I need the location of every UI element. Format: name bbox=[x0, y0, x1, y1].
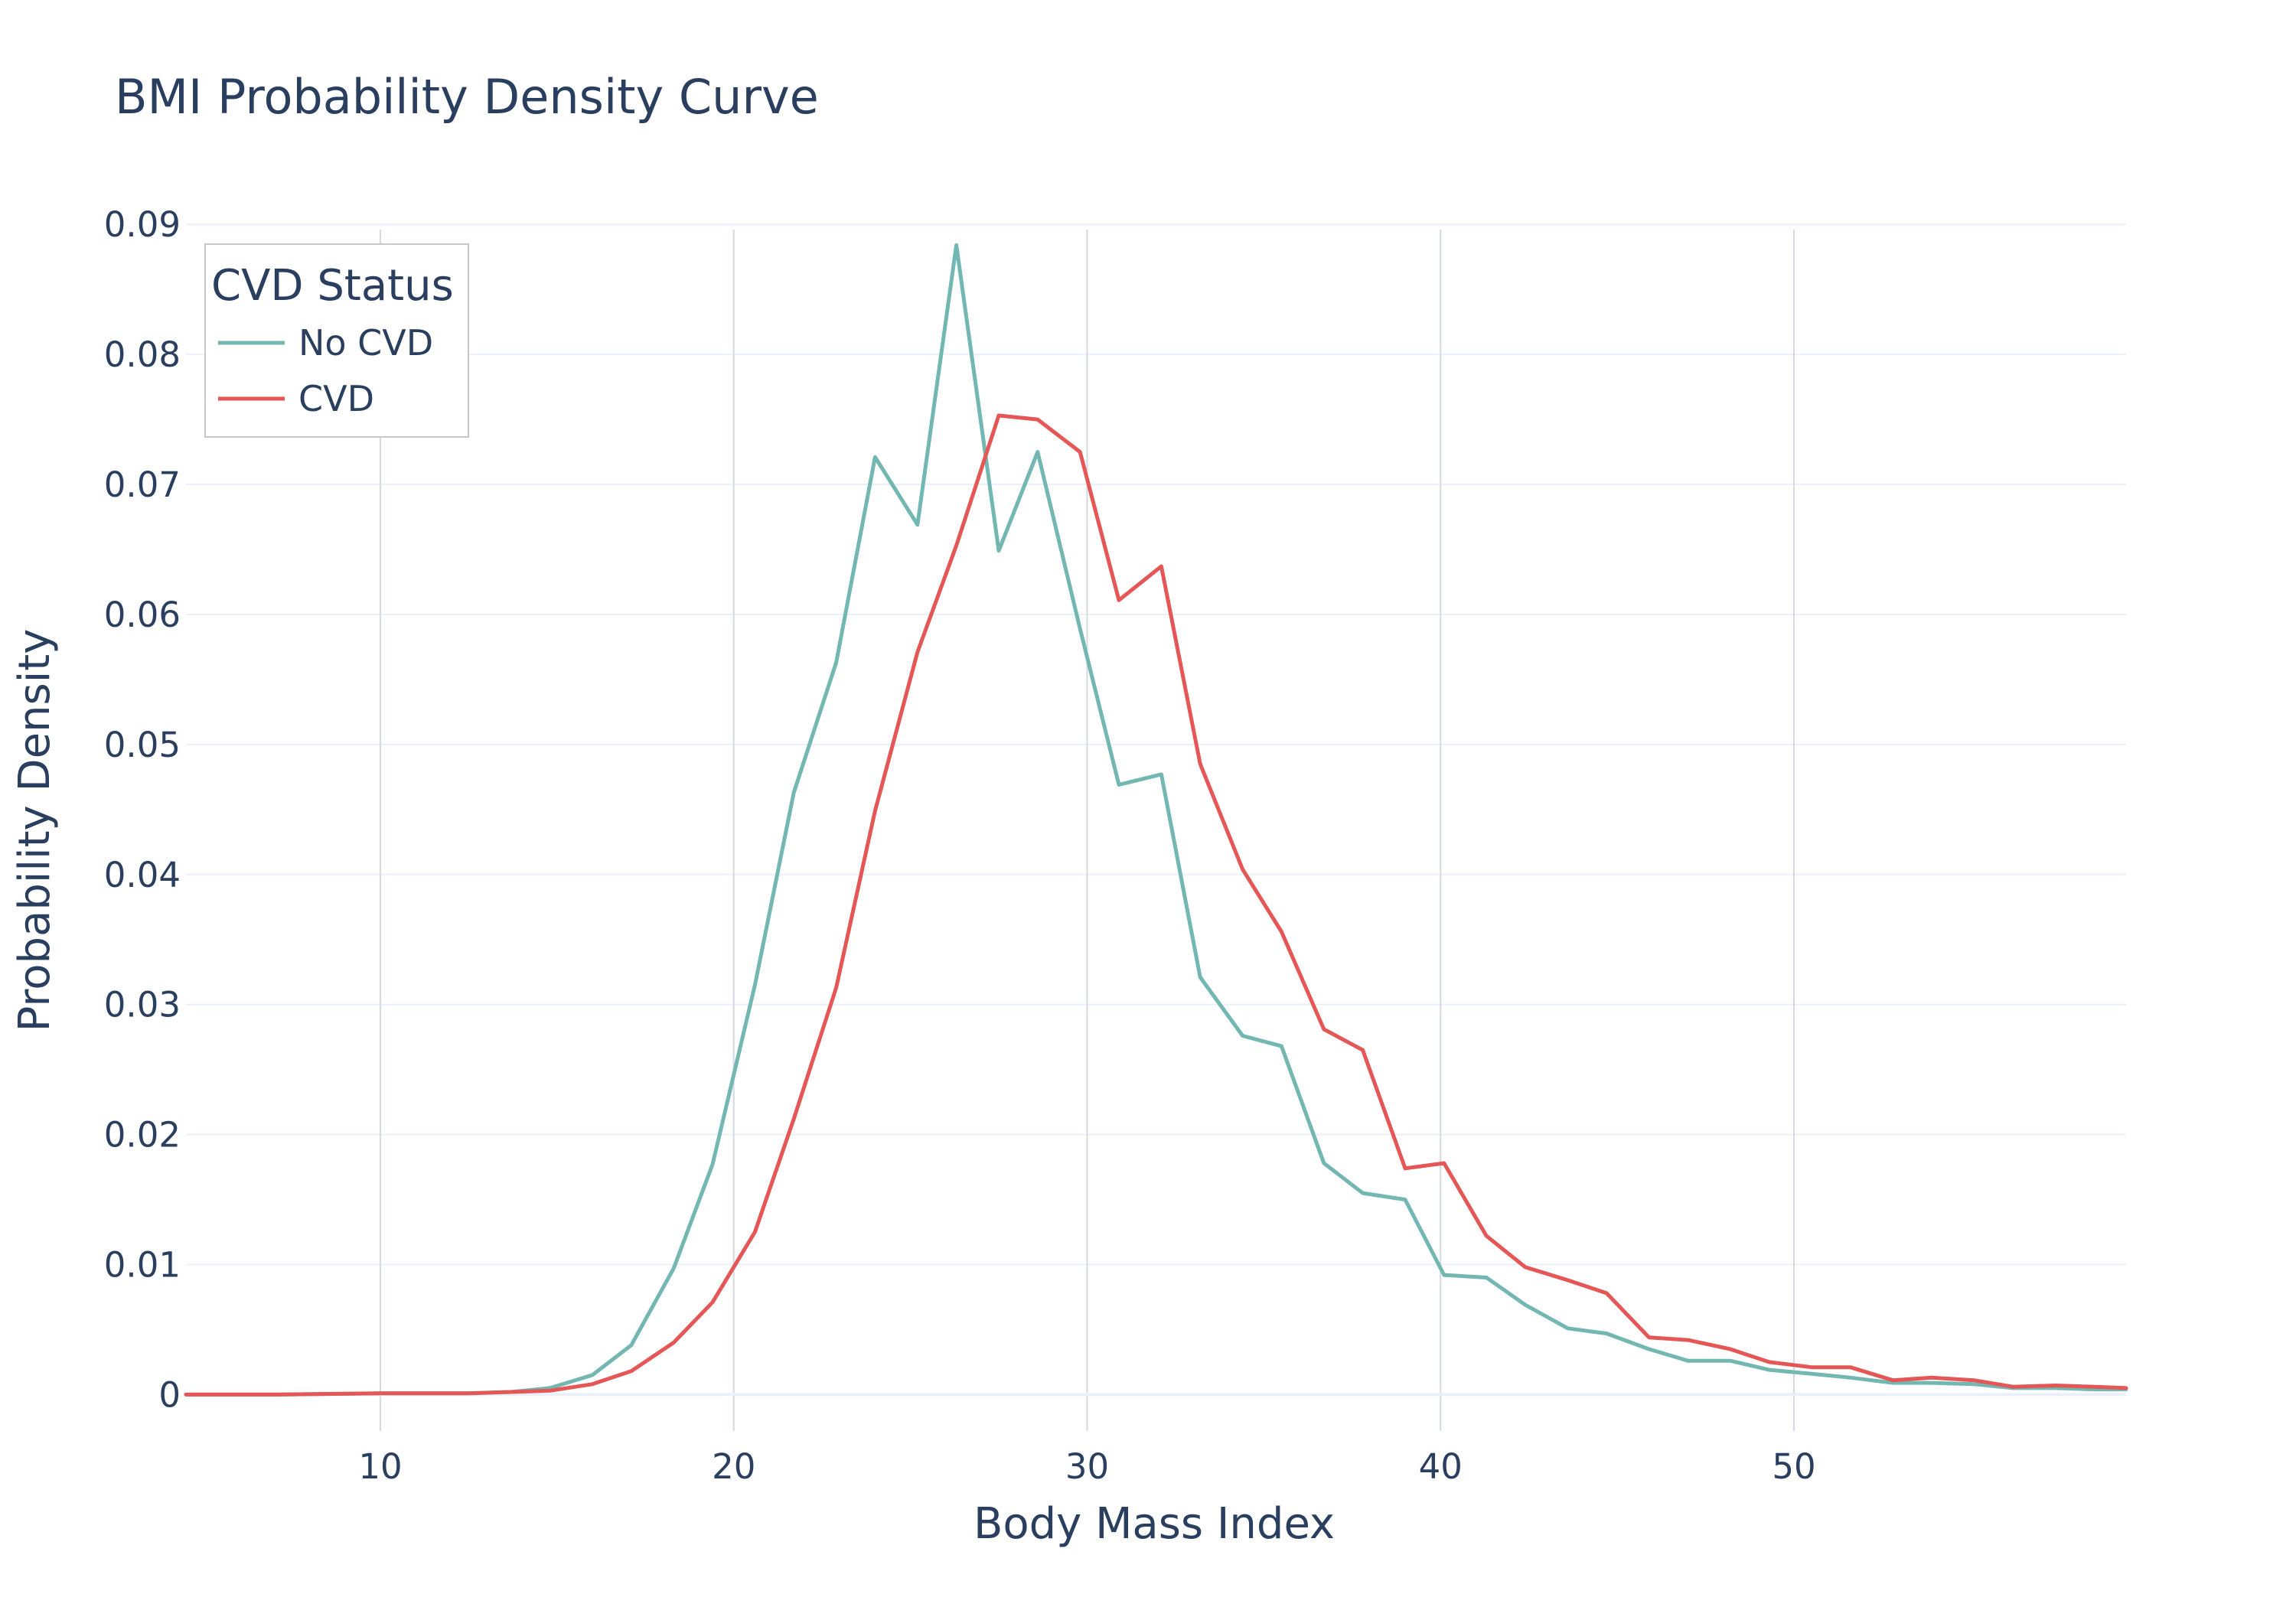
x-tick-label: 30 bbox=[1065, 1446, 1109, 1487]
y-tick-label: 0.06 bbox=[104, 595, 181, 635]
y-axis-ticks: 0 0.01 0.02 0.03 0.04 0.05 0.06 0.07 0.08 0.09 bbox=[104, 204, 181, 1415]
x-gridlines bbox=[379, 230, 1795, 1431]
x-tick-label: 20 bbox=[712, 1446, 755, 1487]
x-tick-label: 50 bbox=[1772, 1446, 1815, 1487]
legend-title: CVD Status bbox=[211, 261, 454, 311]
legend-box bbox=[204, 243, 469, 438]
x-axis-title: Body Mass Index bbox=[974, 1499, 1335, 1549]
legend-item-label: No CVD bbox=[298, 322, 433, 363]
plot-area bbox=[184, 223, 2128, 1431]
y-gridlines bbox=[186, 223, 2126, 1266]
legend-items: No CVD CVD bbox=[218, 322, 433, 419]
legend: CVD Status No CVD CVD bbox=[204, 243, 469, 438]
legend-item-label: CVD bbox=[298, 378, 374, 419]
y-tick-label: 0.03 bbox=[104, 985, 181, 1025]
y-tick-label: 0.08 bbox=[104, 334, 181, 375]
x-tick-label: 10 bbox=[358, 1446, 402, 1487]
series-line-no-cvd bbox=[184, 243, 2128, 1397]
x-tick-label: 40 bbox=[1419, 1446, 1463, 1487]
y-tick-label: 0.09 bbox=[104, 204, 181, 245]
y-tick-label: 0.01 bbox=[104, 1245, 181, 1286]
chart-title: BMI Probability Density Curve bbox=[115, 69, 819, 125]
y-tick-label: 0.04 bbox=[104, 855, 181, 895]
series-layer bbox=[184, 243, 2128, 1397]
y-axis-title: Probability Density bbox=[10, 629, 60, 1032]
y-tick-label: 0.07 bbox=[104, 464, 181, 505]
y-tick-label: 0.05 bbox=[104, 725, 181, 765]
series-line-cvd bbox=[184, 413, 2128, 1397]
y-tick-label: 0 bbox=[158, 1374, 181, 1415]
x-axis-ticks: 10 20 30 40 50 bbox=[358, 1446, 1815, 1487]
y-tick-label: 0.02 bbox=[104, 1115, 181, 1156]
